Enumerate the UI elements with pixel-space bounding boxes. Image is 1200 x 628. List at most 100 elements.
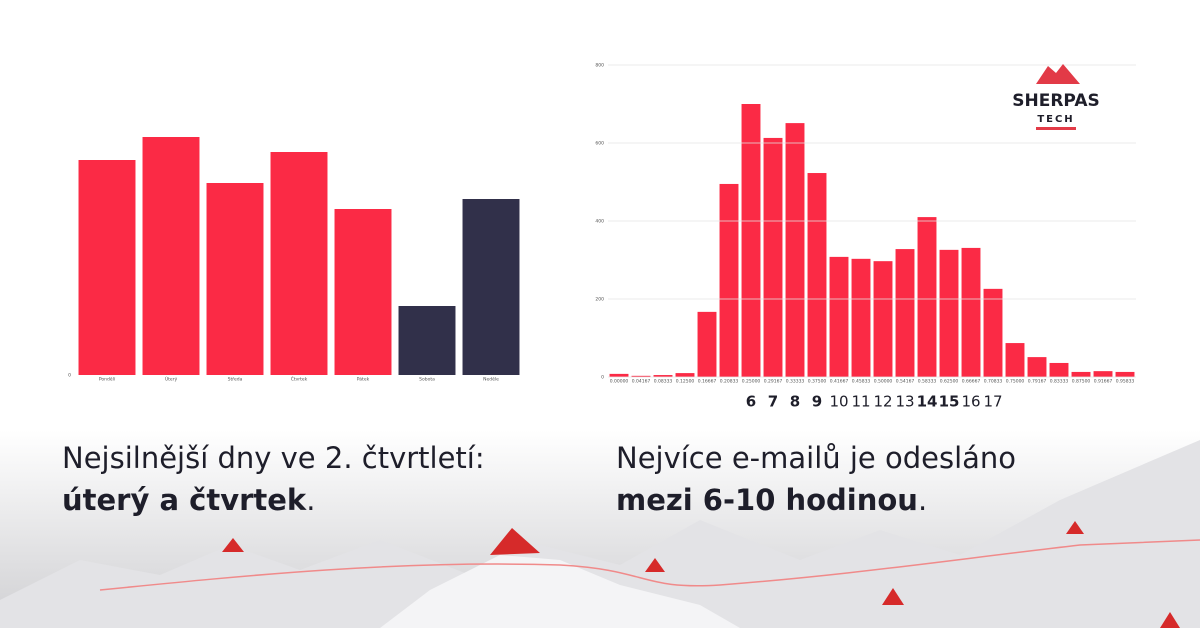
hour-label: 6 [746,393,756,411]
x-tick-label: 0.45833 [852,379,871,385]
x-tick-label: 0.41667 [830,379,849,385]
peak-marker [222,538,244,552]
caption-bold: mezi 6-10 hodinou [616,483,918,517]
x-tick-label: 0.29167 [764,379,783,385]
bar [1071,371,1091,377]
y-tick-label: 800 [595,63,604,69]
hour-label: 17 [983,393,1002,411]
bar [270,152,328,375]
x-tick-label: 0.20833 [720,379,739,385]
x-tick-label: 0.16667 [698,379,717,385]
terrain-peak [380,555,740,628]
logo-underline [1036,127,1076,130]
x-tick-label: Čtvrtek [291,376,308,383]
x-tick-label: 0.50000 [874,379,893,385]
bar [983,288,1003,377]
bar [961,247,981,377]
bar [142,137,200,375]
bar [653,375,673,377]
hour-label: 14 [917,393,938,411]
bar [939,249,959,377]
bar [1005,343,1025,377]
trail [99,539,1200,591]
x-tick-label: 0.70833 [984,379,1003,385]
caption: úterý a čtvrtek. [62,483,315,517]
caption: mezi 6-10 hodinou. [616,483,927,517]
bar [1115,371,1135,377]
logo-subtext: TECH [1037,114,1074,125]
y-tick-label: 600 [595,141,604,147]
caption: Nejsilnější dny ve 2. čtvrtletí: [62,441,485,475]
y-tick-label: 400 [595,219,604,225]
bar [1027,357,1047,377]
bar [807,173,827,377]
hour-label: 7 [768,393,778,411]
x-tick-label: 0.54167 [896,379,915,385]
bar [609,373,629,377]
x-tick-label: Pondělí [99,376,116,383]
hour-label: 10 [829,393,848,411]
x-tick-label: Pátek [357,376,370,383]
x-tick-label: 0.04167 [632,379,651,385]
x-tick-label: 0.87500 [1072,379,1091,385]
hour-label: 8 [790,393,800,411]
x-tick-label: 0.58333 [918,379,937,385]
bar [719,183,739,377]
y-tick-label: 0 [601,375,604,381]
peak-marker [882,588,904,605]
x-tick-label: 0.12500 [676,379,695,385]
x-tick-label: Sobota [419,377,435,383]
x-tick-label: 0.00000 [610,379,629,385]
hour-label: 11 [851,393,870,411]
bar [631,375,651,377]
bar [1093,371,1113,377]
y-tick-label: 0 [68,373,71,379]
peak-marker [645,558,665,572]
bar [829,256,849,377]
caption-end: . [918,483,927,517]
hour-label: 9 [812,393,822,411]
bar [334,209,392,375]
hour-label: 13 [895,393,914,411]
x-tick-label: Neděle [483,376,499,383]
bar [1049,362,1069,377]
caption-end: . [306,483,315,517]
bar [851,258,871,377]
bar [462,199,520,375]
bar [873,261,893,377]
x-tick-label: 0.33333 [786,379,805,385]
caption: Nejvíce e-mailů je odesláno [616,441,1016,475]
hour-label: 12 [873,393,892,411]
bar [895,249,915,377]
logo-mark [1036,64,1080,84]
logo-text: SHERPAS [1012,91,1099,111]
peak-marker [1066,521,1084,534]
x-tick-label: 0.91667 [1094,379,1113,385]
bar [78,160,136,375]
hour-label: 15 [939,393,960,411]
x-tick-label: 0.37500 [808,379,827,385]
terrain [0,440,1200,628]
x-tick-label: 0.66667 [962,379,981,385]
hour-label: 16 [961,393,980,411]
bar [917,217,937,377]
peak-marker [490,528,540,555]
x-tick-label: Středa [228,376,243,383]
x-tick-label: 0.79167 [1028,379,1047,385]
x-tick-label: 0.83333 [1050,379,1069,385]
caption-bold: úterý a čtvrtek [62,483,307,517]
x-tick-label: 0.75000 [1006,379,1025,385]
bar [741,104,761,377]
x-tick-label: 0.95833 [1116,379,1135,385]
peak-marker [1160,612,1180,628]
bar [675,373,695,377]
x-tick-label: 0.25000 [742,379,761,385]
x-tick-label: 0.62500 [940,379,959,385]
x-tick-label: 0.08333 [654,379,673,385]
x-tick-label: Úterý [165,376,178,383]
bar [785,123,805,377]
bar [398,306,456,375]
bar [763,137,783,377]
